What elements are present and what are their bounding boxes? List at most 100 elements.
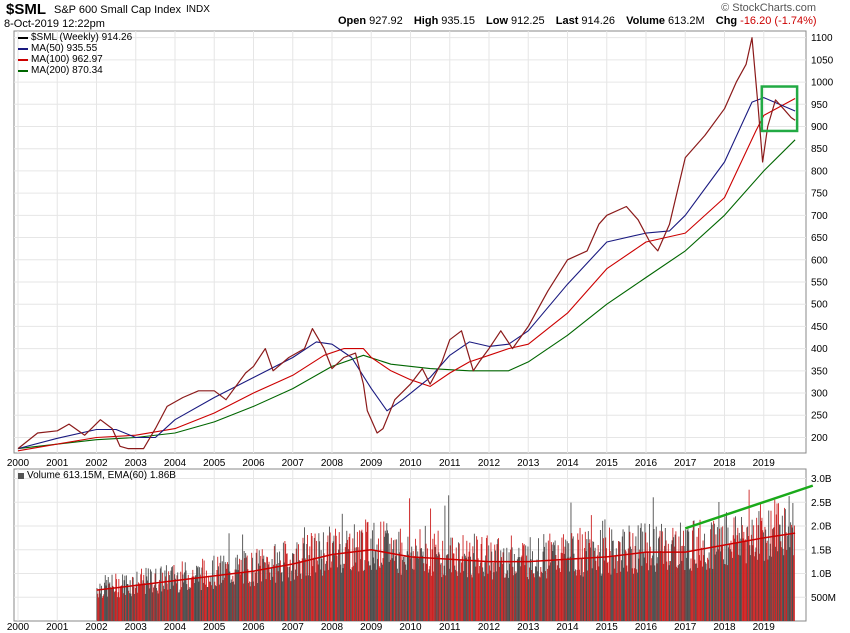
volume-bar (556, 565, 558, 621)
volume-bar (162, 585, 164, 621)
price-ytick-label: 550 (811, 277, 828, 288)
price-xtick-label: 2007 (282, 458, 305, 469)
volume-bar (212, 588, 214, 621)
volume-bar (778, 524, 780, 621)
volume-bar (676, 566, 678, 621)
volume-bar (479, 562, 481, 621)
volume-bar (568, 543, 570, 621)
volume-bar (345, 543, 347, 621)
volume-bar (716, 551, 718, 621)
volume-xtick-label: 2010 (399, 622, 422, 633)
volume-bar (313, 537, 315, 621)
volume-bar (709, 568, 711, 621)
volume-bar (531, 570, 533, 621)
volume-bar (481, 537, 483, 621)
axis-labels: 200 250 300 350 400 450 500 550 600 650 700 750 800 8… (7, 33, 836, 633)
volume-bar (99, 583, 101, 621)
volume-bar (749, 545, 751, 621)
volume-bar (527, 546, 529, 621)
volume-bar (761, 517, 763, 621)
volume-bar (189, 587, 191, 621)
volume-bar (346, 530, 348, 621)
volume-bar (435, 544, 437, 621)
volume-bar (270, 567, 272, 621)
volume-bar (565, 539, 567, 621)
volume-bar (176, 575, 178, 621)
volume-bar (714, 554, 716, 621)
volume-bar (376, 544, 378, 621)
price-xtick-label: 2010 (399, 458, 422, 469)
volume-bar (730, 540, 732, 621)
volume-bar (688, 531, 690, 621)
volume-bar (167, 589, 169, 621)
volume-bar (236, 569, 238, 621)
volume-bar (296, 542, 298, 621)
volume-bar (332, 541, 334, 621)
volume-bar (631, 568, 633, 621)
volume-bar (681, 560, 683, 621)
volume-bar (444, 505, 446, 621)
volume-bar (370, 538, 372, 621)
chg-label: Chg (715, 15, 738, 27)
volume-bar (301, 558, 303, 621)
volume-xtick-label: 2006 (242, 622, 265, 633)
volume-bar (440, 562, 442, 621)
volume-bar (215, 585, 216, 621)
volume-bar (658, 538, 659, 621)
volume-bar (202, 582, 204, 621)
volume-bar (418, 558, 419, 621)
volume-bar (211, 585, 213, 621)
volume-bar (434, 547, 436, 621)
price-xtick-label: 2018 (713, 458, 736, 469)
volume-bar (519, 566, 521, 621)
volume-bar (552, 551, 554, 621)
volume-bar (732, 557, 733, 621)
volume-bar (171, 566, 173, 621)
volume-bar (369, 565, 371, 621)
volume-bar (464, 555, 466, 621)
volume-bar (142, 580, 144, 621)
volume-bar (221, 561, 223, 621)
volume-bar (169, 589, 171, 621)
volume-bar (560, 552, 562, 621)
volume-bar (480, 544, 482, 621)
volume-bar (630, 549, 632, 621)
volume-bar (141, 568, 142, 621)
volume-bar (251, 552, 253, 621)
volume-bar (532, 573, 534, 621)
volume-bar (445, 575, 447, 621)
volume-bar (421, 555, 423, 621)
volume-bar (374, 563, 376, 621)
volume-bar (738, 554, 739, 621)
volume-bar (575, 575, 577, 621)
volume-bar (622, 529, 624, 621)
open-value: 927.92 (369, 15, 403, 27)
volume-bar (619, 542, 621, 621)
volume-bar (230, 582, 231, 621)
volume-bar (704, 533, 706, 621)
volume-bar (338, 549, 339, 621)
volume-bar (632, 533, 634, 621)
volume-bar (353, 565, 355, 621)
volume-bar (503, 548, 505, 621)
volume-bar (153, 585, 155, 621)
volume-bar (649, 546, 651, 621)
volume-bar (430, 575, 432, 621)
volume-bar (183, 582, 185, 621)
volume-bar (162, 572, 164, 621)
volume-bar (198, 581, 200, 621)
volume-bar (753, 525, 755, 621)
volume-bar (450, 537, 452, 621)
volume-bar (129, 580, 131, 621)
volume-bar (611, 529, 613, 621)
volume-bar (225, 563, 227, 621)
volume-bar (309, 546, 311, 621)
volume-bar (381, 564, 383, 621)
volume-bar (366, 522, 368, 621)
volume-bar (463, 571, 465, 621)
volume-bar (670, 544, 672, 621)
volume-bar (784, 509, 786, 621)
volume-bar (782, 548, 784, 621)
volume-bar (466, 540, 468, 621)
volume-bar (671, 540, 673, 621)
